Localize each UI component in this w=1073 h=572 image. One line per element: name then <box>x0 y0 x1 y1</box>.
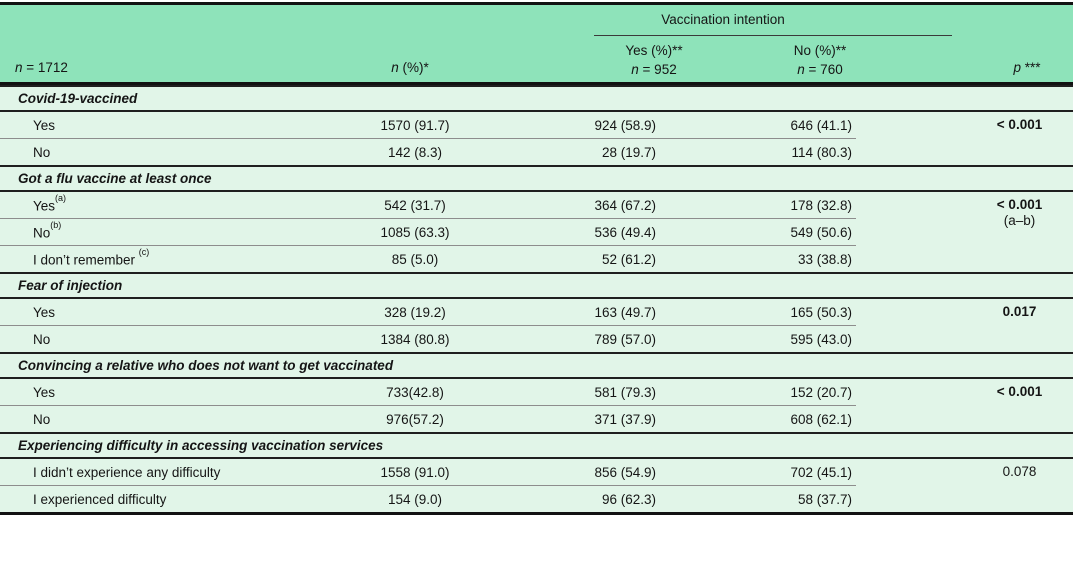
cell-no: 33 (38.8) <box>660 245 856 274</box>
row-label: No <box>0 138 370 167</box>
cell-p-value: 0.017 <box>856 298 1073 353</box>
p-value-note: (a–b) <box>1003 213 1036 228</box>
section-header-convincing-relative: Convincing a relative who does not want … <box>0 352 1073 379</box>
cell-n-pct: 733(42.8) <box>370 378 460 406</box>
row-label: Yes <box>0 111 370 139</box>
cell-n-pct: 542 (31.7) <box>370 191 460 219</box>
row-label: I experienced difficulty <box>0 485 370 514</box>
cell-yes: 163 (49.7) <box>460 298 660 326</box>
cell-yes: 52 (61.2) <box>460 245 660 274</box>
cell-no: 165 (50.3) <box>660 298 856 326</box>
footnote-marker: (b) <box>50 219 62 230</box>
row-label: No(b) <box>0 218 370 246</box>
section-header-accessing-difficulty: Experiencing difficulty in accessing vac… <box>0 432 1073 459</box>
cell-n-pct: 328 (19.2) <box>370 298 460 326</box>
row-label: No <box>0 405 370 434</box>
cell-yes: 28 (19.7) <box>460 138 660 167</box>
cell-no: 178 (32.8) <box>660 191 856 219</box>
section-header-fear-of-injection: Fear of injection <box>0 272 1073 299</box>
cell-no: 58 (37.7) <box>660 485 856 514</box>
section-title: Convincing a relative who does not want … <box>0 352 1073 379</box>
section-title: Got a flu vaccine at least once <box>0 165 1073 192</box>
row-label: No <box>0 325 370 354</box>
row-label: Yes <box>0 298 370 326</box>
footnote-marker: (a) <box>55 192 67 203</box>
footnote-marker: (c) <box>138 246 150 257</box>
section-header-flu-vaccine: Got a flu vaccine at least once <box>0 165 1073 192</box>
row-label: I didn’t experience any difficulty <box>0 458 370 486</box>
cell-yes: 536 (49.4) <box>460 218 660 246</box>
section-title: Fear of injection <box>0 272 1073 299</box>
table-row: I experienced difficulty 154 (9.0) 96 (6… <box>0 485 1073 514</box>
table-row: No(b) 1085 (63.3) 536 (49.4) 549 (50.6) <box>0 218 1073 246</box>
cell-yes: 96 (62.3) <box>460 485 660 514</box>
cell-p-value: 0.078 <box>856 458 1073 514</box>
cell-n-pct: 1570 (91.7) <box>370 111 460 139</box>
table-row: Yes 733(42.8) 581 (79.3) 152 (20.7) < 0.… <box>0 378 1073 433</box>
cell-n-pct: 154 (9.0) <box>370 485 460 514</box>
table-row: Yes 1570 (91.7) 924 (58.9) 646 (41.1) < … <box>0 111 1073 166</box>
cell-n-pct: 142 (8.3) <box>370 138 460 167</box>
column-header-p-value: p *** <box>1013 60 1041 75</box>
cell-n-pct: 85 (5.0) <box>370 245 460 274</box>
table-row: No 976(57.2) 371 (37.9) 608 (62.1) <box>0 405 1073 434</box>
column-header-n-pct: n (%)* <box>391 60 429 75</box>
cell-no: 595 (43.0) <box>660 325 856 354</box>
cell-p-value: < 0.001 <box>856 378 1073 433</box>
table-row: I don’t remember (c) 85 (5.0) 52 (61.2) … <box>0 245 1073 274</box>
cell-no: 702 (45.1) <box>660 458 856 486</box>
cell-p-value: < 0.001 (a–b) <box>856 191 1073 273</box>
row-label: Yes <box>0 378 370 406</box>
row-label: I don’t remember (c) <box>0 245 370 274</box>
cell-yes: 371 (37.9) <box>460 405 660 434</box>
cell-yes: 364 (67.2) <box>460 191 660 219</box>
cell-n-pct: 1558 (91.0) <box>370 458 460 486</box>
table-row: Yes 328 (19.2) 163 (49.7) 165 (50.3) 0.0… <box>0 298 1073 353</box>
section-title: Experiencing difficulty in accessing vac… <box>0 432 1073 459</box>
cell-no: 608 (62.1) <box>660 405 856 434</box>
group-header-underline <box>594 35 952 36</box>
cell-yes: 856 (54.9) <box>460 458 660 486</box>
cell-yes: 924 (58.9) <box>460 111 660 139</box>
cell-yes: 789 (57.0) <box>460 325 660 354</box>
cell-n-pct: 1384 (80.8) <box>370 325 460 354</box>
cell-p-value: < 0.001 <box>856 111 1073 166</box>
column-header-yes: Yes (%)** n = 952 <box>625 43 683 77</box>
cell-no: 646 (41.1) <box>660 111 856 139</box>
table-row: I didn’t experience any difficulty 1558 … <box>0 458 1073 514</box>
column-header-n-total: n = 1712 <box>15 60 68 75</box>
section-header-covid-vaccined: Covid-19-vaccined <box>0 85 1073 112</box>
cell-no: 549 (50.6) <box>660 218 856 246</box>
row-label: Yes(a) <box>0 191 370 219</box>
cell-n-pct: 976(57.2) <box>370 405 460 434</box>
cell-yes: 581 (79.3) <box>460 378 660 406</box>
column-header-no: No (%)** n = 760 <box>793 43 847 77</box>
table-header: Vaccination intention n = 1712 n (%)* Ye… <box>0 2 1073 85</box>
section-title: Covid-19-vaccined <box>0 85 1073 112</box>
cell-n-pct: 1085 (63.3) <box>370 218 460 246</box>
cell-no: 114 (80.3) <box>660 138 856 167</box>
cell-no: 152 (20.7) <box>660 378 856 406</box>
table-row: Yes(a) 542 (31.7) 364 (67.2) 178 (32.8) … <box>0 191 1073 273</box>
vaccination-intention-table: Covid-19-vaccined Yes 1570 (91.7) 924 (5… <box>0 85 1073 515</box>
group-header-vaccination-intention: Vaccination intention <box>661 12 785 27</box>
